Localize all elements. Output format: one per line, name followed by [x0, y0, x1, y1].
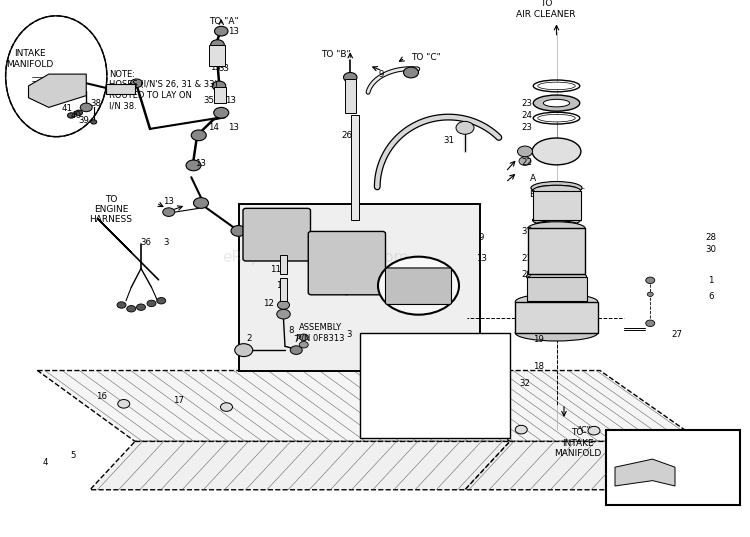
Circle shape — [648, 456, 657, 462]
Text: 14: 14 — [209, 124, 219, 132]
Ellipse shape — [543, 99, 570, 107]
Circle shape — [157, 297, 166, 304]
Text: 8: 8 — [288, 326, 294, 335]
Text: B: B — [530, 190, 536, 199]
Bar — [345, 79, 355, 113]
Circle shape — [646, 277, 655, 284]
Circle shape — [299, 342, 308, 348]
Text: 33: 33 — [218, 64, 229, 73]
Text: 13: 13 — [319, 233, 329, 242]
Circle shape — [91, 120, 97, 124]
Circle shape — [147, 300, 156, 307]
Text: 10: 10 — [276, 281, 286, 290]
Circle shape — [344, 72, 357, 82]
Circle shape — [248, 239, 259, 246]
Polygon shape — [38, 371, 510, 441]
Circle shape — [404, 67, 418, 78]
Circle shape — [567, 248, 576, 255]
Bar — [209, 45, 225, 66]
Polygon shape — [615, 459, 675, 486]
Polygon shape — [465, 441, 701, 490]
Bar — [280, 278, 287, 301]
Circle shape — [254, 224, 286, 248]
Text: 9: 9 — [378, 70, 384, 78]
Circle shape — [647, 292, 653, 296]
Circle shape — [515, 425, 527, 434]
Text: IMPORTANT: IMPORTANT — [404, 335, 469, 344]
Circle shape — [191, 130, 206, 141]
Circle shape — [341, 287, 352, 295]
Text: 12: 12 — [263, 299, 274, 308]
Bar — [360, 333, 510, 438]
Ellipse shape — [528, 222, 585, 235]
Circle shape — [231, 226, 246, 236]
Circle shape — [538, 248, 548, 255]
Circle shape — [220, 403, 232, 411]
Circle shape — [518, 146, 532, 157]
Bar — [106, 84, 135, 94]
Circle shape — [374, 265, 384, 272]
Ellipse shape — [526, 294, 586, 307]
Text: 7: 7 — [293, 335, 299, 344]
Ellipse shape — [532, 215, 580, 226]
Text: TO
INTAKE
MANIFOLD: TO INTAKE MANIFOLD — [554, 428, 602, 458]
Text: 13: 13 — [164, 197, 174, 206]
Text: 25: 25 — [274, 242, 284, 250]
Circle shape — [248, 224, 259, 232]
Circle shape — [80, 103, 92, 112]
Text: TO "A": TO "A" — [209, 17, 238, 26]
Circle shape — [588, 426, 600, 435]
Text: 5: 5 — [70, 451, 76, 460]
Circle shape — [277, 309, 290, 319]
Text: 13: 13 — [476, 255, 487, 263]
Circle shape — [261, 230, 279, 243]
Text: 32: 32 — [520, 380, 530, 388]
Circle shape — [622, 471, 634, 480]
Circle shape — [212, 81, 226, 91]
Circle shape — [278, 301, 290, 309]
Circle shape — [299, 334, 308, 340]
Text: 21: 21 — [521, 255, 532, 263]
Circle shape — [310, 277, 320, 284]
Circle shape — [328, 248, 370, 278]
Text: TO "B": TO "B" — [321, 50, 351, 59]
Text: 26: 26 — [341, 131, 352, 140]
Text: 18: 18 — [614, 495, 624, 504]
Text: INTAKE
MANIFOLD: INTAKE MANIFOLD — [6, 49, 54, 69]
Bar — [280, 255, 287, 274]
Bar — [214, 87, 226, 103]
Text: 29: 29 — [521, 271, 532, 279]
Text: 19: 19 — [533, 335, 544, 344]
Text: 15: 15 — [278, 242, 289, 250]
Text: eReplacementParts.com: eReplacementParts.com — [222, 250, 408, 265]
Text: 25: 25 — [263, 224, 274, 233]
Text: 9: 9 — [478, 233, 484, 242]
Polygon shape — [413, 371, 701, 441]
Circle shape — [127, 306, 136, 312]
Text: NOTE:
HOSES (I/N'S 26, 31 & 33)
ROUTED TO LAY ON
I/N 38.: NOTE: HOSES (I/N'S 26, 31 & 33) ROUTED T… — [109, 70, 217, 110]
Text: 20: 20 — [533, 308, 544, 317]
Text: TO
AIR CLEANER: TO AIR CLEANER — [516, 0, 576, 19]
Circle shape — [290, 346, 302, 354]
Text: TO
ENGINE
HARNESS: TO ENGINE HARNESS — [89, 194, 133, 224]
Bar — [526, 277, 586, 301]
Circle shape — [646, 320, 655, 326]
Text: 28: 28 — [706, 233, 716, 242]
Text: 24: 24 — [521, 111, 532, 120]
Text: 35: 35 — [203, 97, 214, 105]
Text: 3: 3 — [346, 330, 352, 338]
Bar — [515, 302, 598, 333]
Text: 22: 22 — [521, 158, 532, 166]
Text: 1: 1 — [708, 276, 714, 285]
Circle shape — [75, 110, 82, 115]
Bar — [351, 115, 358, 220]
Ellipse shape — [534, 221, 579, 230]
Bar — [606, 430, 740, 505]
Ellipse shape — [538, 114, 575, 122]
Ellipse shape — [526, 270, 586, 284]
Text: ASSEMBLY
P/N 0F8313: ASSEMBLY P/N 0F8313 — [296, 323, 344, 343]
Polygon shape — [90, 441, 510, 490]
Text: 40: 40 — [71, 111, 82, 120]
Text: 27: 27 — [671, 330, 682, 338]
Circle shape — [117, 302, 126, 308]
